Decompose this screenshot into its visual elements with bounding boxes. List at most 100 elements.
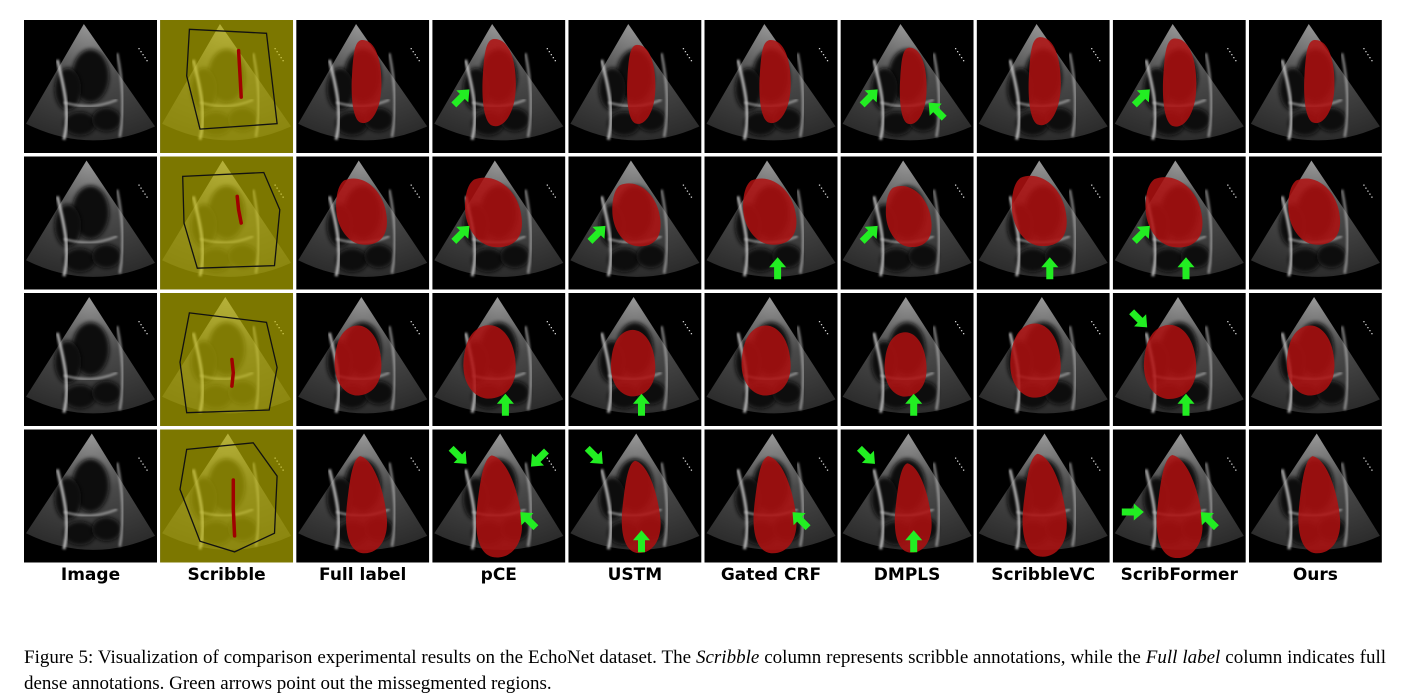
- scale-marker: [690, 469, 693, 471]
- predicted-mask: [753, 456, 797, 554]
- scale-marker: [1365, 51, 1367, 53]
- cell-r2-dmpls: [840, 156, 974, 290]
- arrow-shape: [587, 225, 606, 244]
- green-arrow-icon: [448, 445, 467, 464]
- scale-marker: [822, 54, 825, 56]
- scale-marker: [1235, 60, 1237, 62]
- scale-marker: [1367, 190, 1369, 192]
- caption-middle: column represents scribble annotations, …: [759, 647, 1146, 668]
- scale-marker: [958, 190, 961, 192]
- scale-marker: [146, 469, 148, 471]
- scale-marker: [1363, 48, 1365, 50]
- mask-group: [612, 183, 661, 247]
- scale-marker: [1365, 460, 1367, 462]
- scale-marker: [1099, 333, 1101, 335]
- scale-marker: [546, 457, 548, 459]
- scale-marker: [824, 466, 827, 468]
- heart-chamber: [364, 244, 394, 269]
- scale-marker: [1371, 196, 1373, 198]
- mask-group: [1304, 39, 1335, 124]
- scale-marker: [1099, 60, 1101, 62]
- heart-chamber: [1316, 244, 1346, 269]
- green-arrow-icon: [1041, 257, 1059, 280]
- tissue-wall: [932, 326, 941, 411]
- arrow-shape: [1129, 309, 1148, 328]
- scale-marker: [1231, 54, 1233, 56]
- tissue-wall: [1340, 326, 1349, 411]
- scale-marker: [690, 60, 693, 62]
- green-arrow-icon: [1121, 503, 1144, 521]
- scribble-overlay: [160, 156, 294, 290]
- scale-marker: [1227, 48, 1229, 50]
- scale-marker: [822, 463, 825, 465]
- scale-marker: [1091, 48, 1093, 50]
- scale-marker: [414, 54, 416, 56]
- valve-plane: [63, 508, 118, 517]
- tissue-wall: [1144, 469, 1157, 550]
- scale-marker: [548, 187, 550, 189]
- scale-marker: [1093, 460, 1095, 462]
- predicted-mask: [741, 325, 791, 396]
- scale-marker: [962, 196, 965, 198]
- heart-chamber: [63, 384, 96, 409]
- tissue-wall: [115, 189, 124, 274]
- arrow-shape: [1131, 89, 1150, 108]
- tissue-wall: [660, 326, 669, 411]
- scale-marker: [418, 60, 420, 62]
- scale-marker: [412, 460, 414, 462]
- tissue-wall: [736, 196, 749, 277]
- green-arrow-icon: [451, 225, 470, 244]
- tissue-wall: [1204, 326, 1213, 411]
- green-arrow-icon: [633, 530, 650, 553]
- tissue-wall: [600, 59, 613, 141]
- mask-group: [741, 325, 791, 396]
- predicted-mask: [759, 39, 791, 124]
- scale-marker: [554, 333, 556, 335]
- cell-r4-image: [24, 429, 157, 563]
- scale-marker: [960, 193, 963, 195]
- scale-marker: [416, 330, 418, 332]
- tissue-wall: [660, 462, 669, 547]
- arrow-shape: [792, 512, 811, 531]
- green-arrow-icon: [1129, 309, 1148, 328]
- scale-marker: [144, 330, 146, 332]
- arrow-shape: [530, 448, 549, 467]
- tissue-wall: [524, 53, 533, 138]
- mask-group: [1162, 38, 1197, 127]
- green-arrow-icon: [584, 445, 603, 464]
- predicted-mask: [743, 178, 797, 245]
- predicted-mask: [482, 38, 516, 127]
- scale-marker: [1233, 193, 1235, 195]
- scale-marker: [958, 327, 961, 329]
- scale-marker: [1229, 187, 1231, 189]
- scale-marker: [960, 330, 963, 332]
- mask-group: [759, 39, 791, 124]
- heart-chamber: [908, 244, 938, 269]
- mask-group: [1286, 325, 1335, 396]
- predicted-mask: [899, 47, 927, 125]
- arrow-shape: [859, 89, 878, 108]
- scale-marker: [138, 48, 140, 50]
- scale-marker: [820, 51, 823, 53]
- arrow-shape: [769, 257, 787, 280]
- scale-marker: [546, 321, 548, 323]
- scale-marker: [1367, 54, 1369, 56]
- scribble-overlay: [160, 429, 294, 563]
- scale-marker: [1369, 57, 1371, 59]
- scale-marker: [962, 60, 965, 62]
- mask-group: [610, 329, 656, 397]
- cell-r2-scribformer: [1112, 156, 1246, 290]
- tissue-wall: [932, 189, 941, 274]
- scale-marker: [552, 57, 554, 59]
- ground-truth-mask: [351, 39, 382, 124]
- scale-marker: [682, 321, 685, 323]
- cell-r1-full-label: [296, 20, 430, 153]
- scale-marker: [1093, 187, 1095, 189]
- scale-marker: [418, 196, 420, 198]
- scale-marker: [1091, 321, 1093, 323]
- green-arrow-icon: [928, 102, 947, 121]
- mask-group: [743, 178, 797, 245]
- scale-marker: [818, 48, 821, 50]
- scale-marker: [554, 196, 556, 198]
